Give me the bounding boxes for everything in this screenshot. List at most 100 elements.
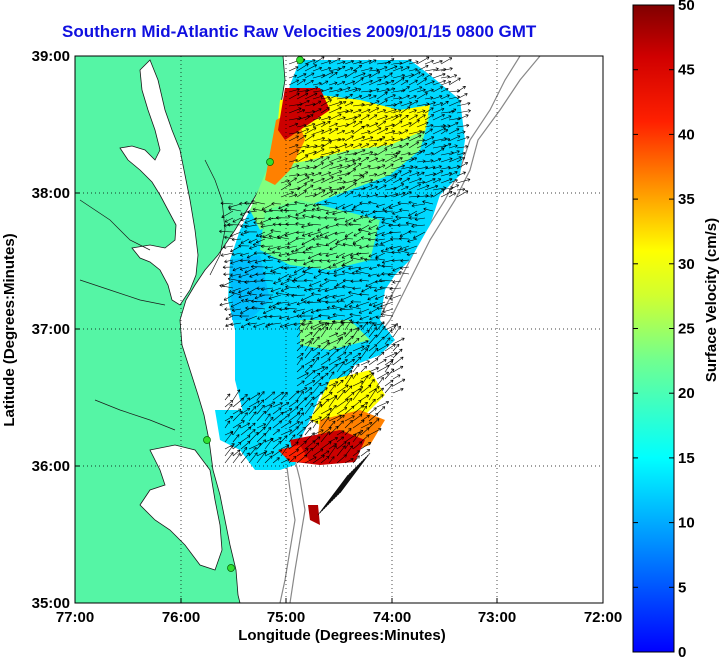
- velocity-arrow: [248, 442, 262, 450]
- velocity-arrow: [339, 307, 354, 312]
- velocity-arrow: [296, 79, 306, 86]
- velocity-arrow: [328, 122, 338, 128]
- velocity-arrow: [352, 286, 362, 291]
- velocity-arrow: [376, 120, 387, 128]
- velocity-arrow: [376, 377, 384, 387]
- velocity-arrow: [240, 412, 248, 422]
- velocity-arrow: [288, 107, 302, 114]
- velocity-arrow: [336, 384, 349, 394]
- chesapeake-bay: [119, 59, 199, 306]
- velocity-arrow: [336, 299, 346, 304]
- velocity-arrow: [360, 394, 370, 401]
- velocity-arrow: [400, 170, 412, 177]
- velocity-arrow: [286, 292, 298, 297]
- velocity-arrow: [352, 345, 365, 352]
- velocity-arrow: [332, 313, 346, 317]
- velocity-arrow: [368, 157, 379, 163]
- velocity-arrow: [328, 364, 338, 373]
- velocity-arrow: [424, 101, 436, 107]
- velocity-arrow: [376, 263, 386, 268]
- velocity-arrow: [360, 321, 369, 331]
- longitude-tick-label: 72:00: [584, 609, 622, 626]
- velocity-arrow: [360, 178, 374, 184]
- velocity-arrow: [264, 401, 276, 408]
- velocity-arrow: [382, 308, 394, 314]
- velocity-arrow: [336, 336, 343, 345]
- colorbar-tick-label: 10: [678, 515, 695, 532]
- velocity-arrow: [408, 100, 419, 107]
- velocity-arrow: [336, 398, 349, 408]
- longitude-tick-label: 73:00: [478, 609, 516, 626]
- velocity-arrow: [296, 128, 309, 135]
- velocity-arrow: [344, 301, 354, 308]
- velocity-arrow: [320, 66, 332, 72]
- velocity-arrow: [296, 412, 304, 422]
- velocity-arrow: [320, 171, 332, 177]
- velocity-arrow: [376, 371, 390, 380]
- velocity-arrow: [376, 179, 387, 184]
- velocity-arrow: [267, 245, 282, 251]
- velocity-arrow: [240, 322, 250, 328]
- velocity-arrow: [360, 365, 367, 373]
- velocity-arrow: [335, 222, 346, 227]
- velocity-arrow: [360, 130, 371, 135]
- velocity-arrow: [288, 88, 300, 93]
- velocity-arrow: [320, 59, 332, 65]
- velocity-arrow: [253, 217, 266, 221]
- velocity-arrow: [319, 280, 330, 287]
- velocity-arrow: [232, 217, 242, 223]
- velocity-arrow: [231, 291, 242, 296]
- velocity-arrow: [296, 391, 304, 401]
- velocity-arrow: [440, 157, 453, 163]
- velocity-arrow: [304, 184, 314, 191]
- velocity-arrow: [304, 86, 319, 93]
- velocity-arrow: [320, 416, 330, 429]
- velocity-arrow: [360, 114, 370, 121]
- velocity-arrow: [223, 245, 234, 249]
- velocity-arrow: [385, 245, 394, 251]
- velocity-arrow: [392, 114, 402, 121]
- velocity-arrow: [286, 315, 298, 320]
- velocity-arrow: [320, 441, 332, 450]
- station-marker: [227, 564, 235, 572]
- velocity-arrow: [360, 123, 370, 128]
- velocity-arrow: [336, 351, 347, 359]
- velocity-arrow: [352, 419, 365, 429]
- velocity-arrow: [328, 414, 342, 422]
- velocity-arrow: [318, 299, 330, 303]
- velocity-arrow: [416, 171, 425, 177]
- velocity-arrow: [328, 381, 339, 387]
- velocity-arrow: [392, 348, 403, 359]
- velocity-arrow: [405, 221, 418, 226]
- velocity-arrow: [288, 426, 299, 436]
- velocity-arrow: [372, 301, 386, 308]
- velocity-arrow: [324, 216, 338, 220]
- velocity-arrow: [224, 307, 234, 311]
- velocity-arrow: [240, 397, 251, 408]
- velocity-arrow: [348, 291, 362, 296]
- velocity-arrow: [376, 115, 388, 121]
- velocity-arrow: [304, 440, 316, 450]
- velocity-arrow: [344, 335, 354, 345]
- velocity-arrow: [288, 390, 300, 401]
- velocity-arrow: [336, 157, 348, 163]
- velocity-arrow: [317, 287, 330, 293]
- velocity-arrow: [318, 320, 330, 324]
- velocity-arrow: [313, 273, 322, 279]
- velocity-arrow: [323, 468, 355, 510]
- velocity-arrow: [328, 371, 335, 380]
- velocity-arrow: [352, 60, 362, 65]
- velocity-arrow: [392, 157, 403, 163]
- latitude-ticks: 39:00 38:00 37:00 36:00 35:00: [32, 48, 80, 612]
- velocity-arrow: [374, 231, 386, 237]
- velocity-arrow: [368, 252, 378, 258]
- velocity-arrow: [352, 327, 360, 338]
- velocity-arrow: [238, 287, 250, 294]
- velocity-arrow: [264, 451, 275, 457]
- velocity-arrow: [320, 391, 333, 401]
- velocity-arrow: [312, 356, 320, 366]
- velocity-arrow: [384, 368, 395, 380]
- velocity-arrow: [288, 158, 298, 163]
- velocity-arrow: [360, 405, 367, 415]
- velocity-arrow: [392, 73, 406, 79]
